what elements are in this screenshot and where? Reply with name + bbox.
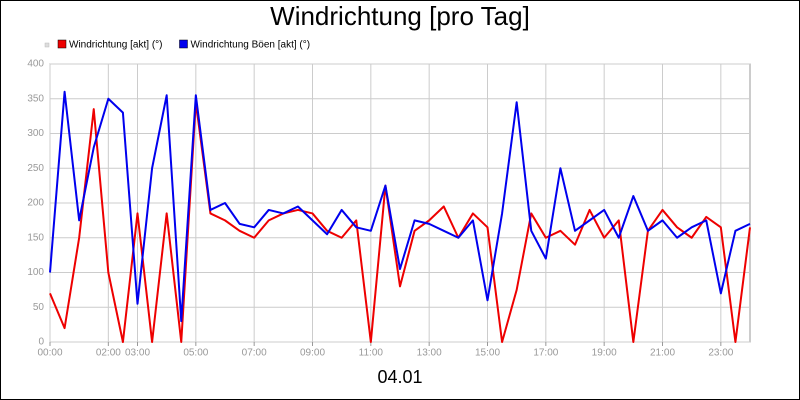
x-tick-label: 19:00 [592,348,617,359]
x-tick-label: 11:00 [359,348,384,359]
x-tick-label: 07:00 [242,348,267,359]
legend-label: Windrichtung Böen [akt] (°) [190,40,310,51]
x-tick-label: 13:00 [417,348,442,359]
y-tick-label: 350 [27,93,44,104]
y-tick-label: 300 [27,128,44,139]
y-tick-label: 200 [27,198,44,209]
series-line [49,101,751,343]
x-tick-label: 00:00 [37,348,62,359]
legend-swatch [57,39,67,49]
legend-icon [44,42,50,48]
chart-title: Windrichtung [pro Tag] [270,1,530,31]
y-tick-label: 400 [27,59,44,70]
x-tick-label: 05:00 [183,348,208,359]
series-line [49,90,751,323]
legend-label: Windrichtung [akt] (°) [69,40,162,51]
y-tick-label: 0 [38,337,44,348]
x-tick-label: 02:00 [96,348,121,359]
x-tick-label: 17:00 [533,348,558,359]
x-tick-label: 03:00 [125,348,150,359]
x-axis-label: 04.01 [377,367,422,387]
legend-swatch [179,39,188,49]
y-tick-label: 100 [27,267,44,278]
x-tick-label: 21:00 [650,348,675,359]
x-tick-label: 23:00 [708,348,733,359]
y-tick-label: 50 [33,302,45,313]
y-tick-label: 250 [27,163,44,174]
x-tick-label: 09:00 [300,348,325,359]
y-tick-label: 150 [27,232,44,243]
x-tick-label: 15:00 [475,348,500,359]
